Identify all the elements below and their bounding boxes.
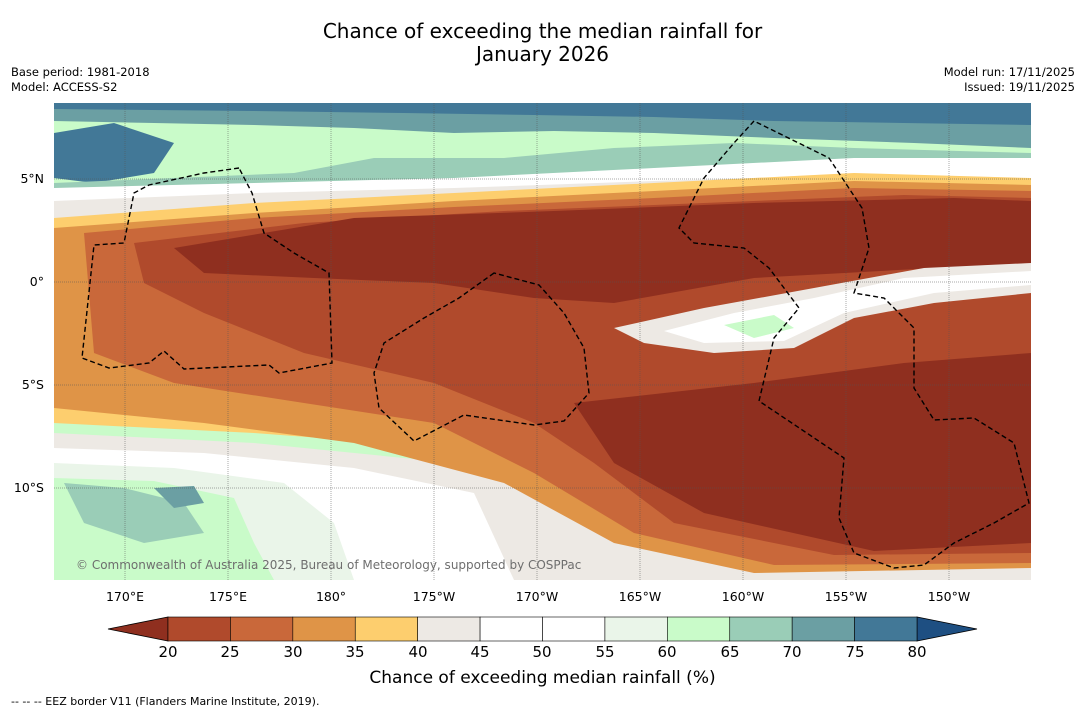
meta-left: Base period: 1981-2018 Model: ACCESS-S2 [11,65,150,94]
eez-kiribati-phoenix [373,272,590,442]
cb-tick-75: 75 [845,643,865,661]
zone-green-tongue [724,315,794,338]
eez-borders [81,120,1030,569]
cb-tick-80: 80 [907,643,927,661]
colorbar [107,616,978,642]
cb-tick-50: 50 [532,643,552,661]
lat-label-5n: 5°N [20,171,44,186]
colorbar-segment [667,616,731,642]
cb-tick-60: 60 [657,643,677,661]
lon-label-175w: 175°W [412,589,456,604]
cb-tick-25: 25 [220,643,240,661]
colorbar-segment [354,616,418,642]
title-line-2: January 2026 [475,42,610,66]
lat-label-0: 0° [29,274,44,289]
colorbar-segment [167,616,231,642]
lon-label-160w: 160°W [721,589,765,604]
cb-tick-20: 20 [158,643,178,661]
issued-date: Issued: 19/11/2025 [964,79,1075,94]
meta-right: Model run: 17/11/2025 Issued: 19/11/2025 [944,65,1075,94]
eez-kiribati-gilbert [81,167,333,374]
zone-blue-nw [54,123,174,183]
colorbar-segment [854,616,918,642]
zone-blue-north [54,103,1031,125]
colorbar-segment [791,616,855,642]
eez-kiribati-line [678,120,1030,569]
gridlines [54,103,1031,580]
rainfall-map [54,103,1031,580]
lat-label-10s: 10°S [13,480,44,495]
colorbar-segment [292,616,356,642]
cb-tick-45: 45 [470,643,490,661]
lon-label-180: 180° [315,589,347,604]
colorbar-segment [542,616,606,642]
model-name: Model: ACCESS-S2 [11,79,118,94]
lon-label-175e: 175°E [208,589,247,604]
base-period: Base period: 1981-2018 [11,65,150,79]
zone-white-north [54,158,1031,203]
cb-tick-55: 55 [595,643,615,661]
lat-label-5s: 5°S [21,377,44,392]
colorbar-high-arrow [916,616,978,642]
map-svg [54,103,1031,580]
lon-label-170e: 170°E [105,589,144,604]
colorbar-segment [729,616,793,642]
lon-label-170w: 170°W [515,589,559,604]
copyright-notice: © Commonwealth of Australia 2025, Bureau… [76,558,582,572]
cb-tick-30: 30 [283,643,303,661]
lon-label-165w: 165°W [618,589,662,604]
lon-label-150w: 150°W [927,589,971,604]
cb-tick-35: 35 [345,643,365,661]
title-line-1: Chance of exceeding the median rainfall … [322,19,763,43]
colorbar-title: Chance of exceeding median rainfall (%) [369,668,716,688]
map-title: Chance of exceeding the median rainfall … [0,20,1085,66]
model-run: Model run: 17/11/2025 [943,65,1075,79]
zone-darkest-south-band [574,353,1031,551]
colorbar-segment [604,616,668,642]
colorbar-segments [167,616,918,642]
colorbar-segment [230,616,294,642]
cb-tick-65: 65 [720,643,740,661]
zone-darkest-north-band [174,198,1031,303]
zone-teal-south [64,483,204,543]
lon-label-155w: 155°W [824,589,868,604]
zone-darkteal-south [154,486,204,508]
cb-tick-40: 40 [408,643,428,661]
eez-footnote: -- -- -- EEZ border V11 (Flanders Marine… [11,695,320,708]
colorbar-segment [417,616,481,642]
colorbar-segment [479,616,543,642]
colorbar-low-arrow [107,616,169,642]
cb-tick-70: 70 [782,643,802,661]
